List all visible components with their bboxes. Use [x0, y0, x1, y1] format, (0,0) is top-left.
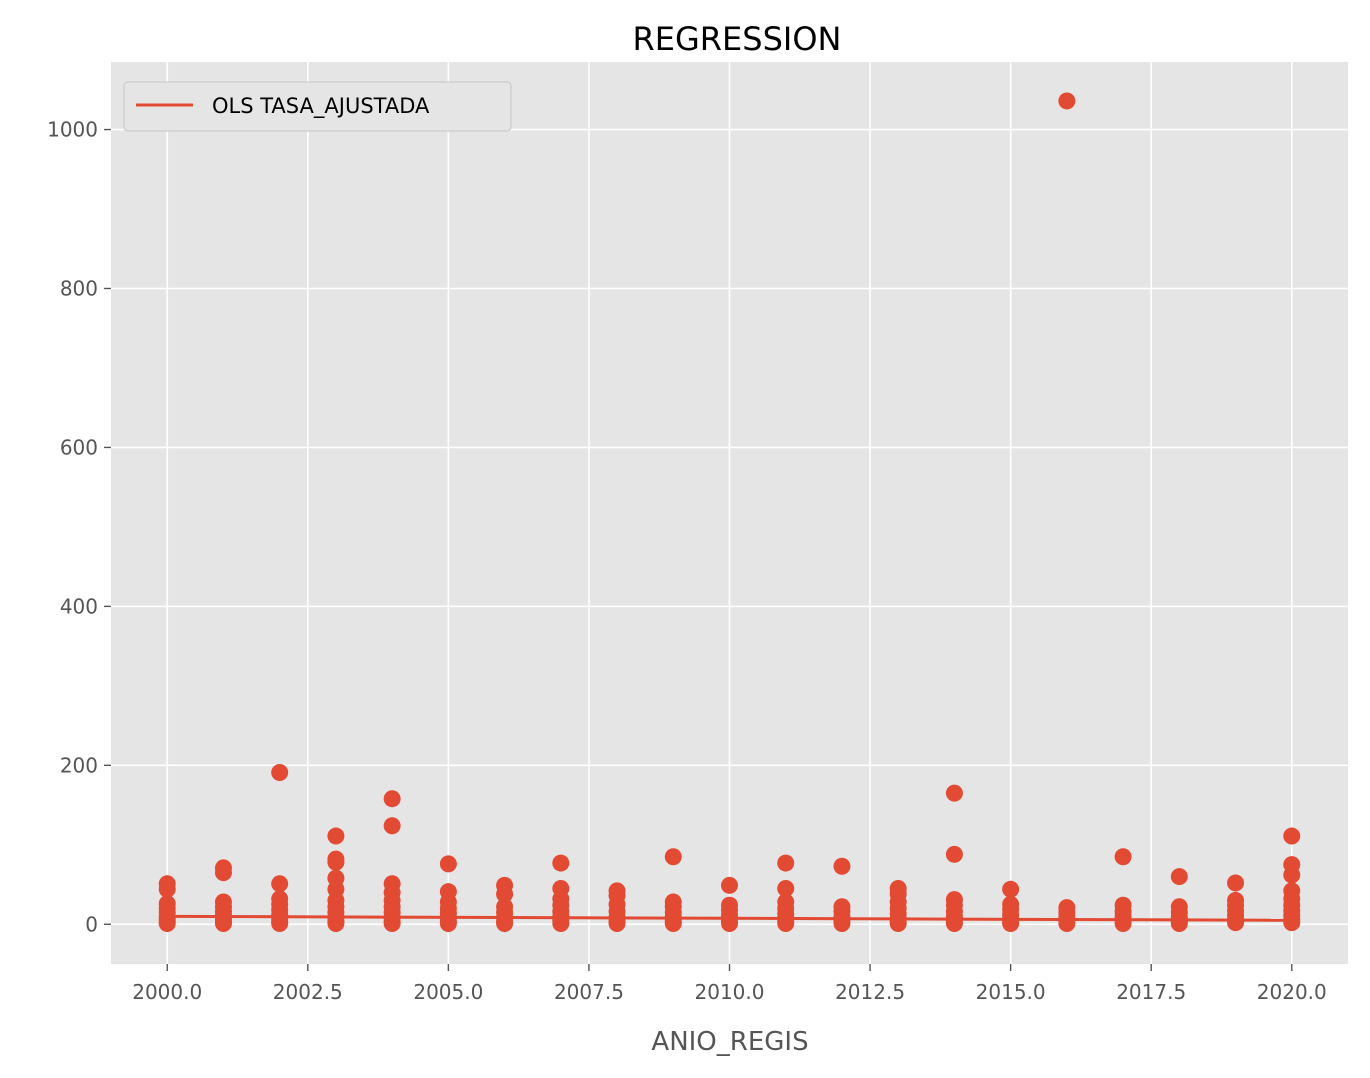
scatter-point: [214, 864, 232, 882]
chart-title: REGRESSION: [633, 20, 842, 58]
scatter-point: [945, 914, 963, 932]
x-axis-title: ANIO_REGIS: [651, 1027, 808, 1057]
scatter-point: [1227, 914, 1245, 932]
y-tick-label: 600: [60, 435, 98, 459]
scatter-point: [271, 875, 289, 893]
y-tick-label: 0: [85, 912, 98, 936]
scatter-point: [271, 763, 289, 781]
scatter-point: [439, 914, 457, 932]
scatter-point: [1114, 914, 1132, 932]
scatter-point: [777, 880, 795, 898]
scatter-point: [1114, 848, 1132, 866]
x-tick-label: 2012.5: [835, 980, 905, 1004]
scatter-point: [496, 885, 514, 903]
y-tick-label: 800: [60, 276, 98, 300]
scatter-point: [1227, 874, 1245, 892]
scatter-point: [833, 857, 851, 875]
scatter-point: [383, 817, 401, 835]
scatter-point: [496, 914, 514, 932]
scatter-point: [1170, 868, 1188, 886]
x-tick-label: 2007.5: [554, 980, 624, 1004]
x-axis-ticks: 2000.0 2002.5 2005.0 2007.5 2010.0 2012.5 2015…: [132, 964, 1327, 1004]
y-axis-ticks: 0 200 400 600 800 1000: [47, 118, 111, 936]
x-tick-label: 2020.0: [1257, 980, 1327, 1004]
scatter-point: [1058, 914, 1076, 932]
ols-line-layer: [167, 914, 1292, 922]
y-tick-label: 200: [60, 753, 98, 777]
scatter-point: [158, 914, 176, 932]
scatter-point: [158, 880, 176, 898]
x-tick-label: 2015.0: [976, 980, 1046, 1004]
scatter-point: [327, 853, 345, 871]
scatter-point: [1170, 914, 1188, 932]
scatter-point: [439, 855, 457, 873]
x-tick-label: 2002.5: [273, 980, 343, 1004]
scatter-point: [271, 914, 289, 932]
scatter-point: [327, 914, 345, 932]
legend-box: [123, 81, 512, 132]
scatter-point: [1002, 914, 1020, 932]
scatter-point: [1002, 880, 1020, 898]
scatter-point: [327, 827, 345, 845]
scatter-point: [1283, 866, 1301, 884]
scatter-point: [383, 790, 401, 808]
scatter-point: [664, 848, 682, 866]
scatter-point: [721, 876, 738, 894]
scatter-point: [945, 784, 963, 802]
ols-fit-line: [167, 914, 1292, 922]
scatter-point: [214, 914, 232, 932]
scatter-point: [1283, 914, 1301, 932]
scatter-point: [552, 854, 570, 872]
legend-label: OLS TASA_AJUSTADA: [212, 94, 430, 119]
scatter-point: [945, 845, 963, 863]
scatter-point: [1058, 92, 1076, 110]
x-tick-label: 2017.5: [1116, 980, 1186, 1004]
legend: OLS TASA_AJUSTADA: [123, 81, 512, 132]
x-tick-label: 2005.0: [413, 980, 483, 1004]
y-tick-label: 400: [60, 594, 98, 618]
x-tick-label: 2010.0: [695, 980, 765, 1004]
y-tick-label: 1000: [47, 118, 98, 142]
scatter-point: [1283, 827, 1301, 845]
scatter-point: [777, 854, 795, 872]
x-tick-label: 2000.0: [132, 980, 202, 1004]
scatter-point: [383, 914, 401, 932]
